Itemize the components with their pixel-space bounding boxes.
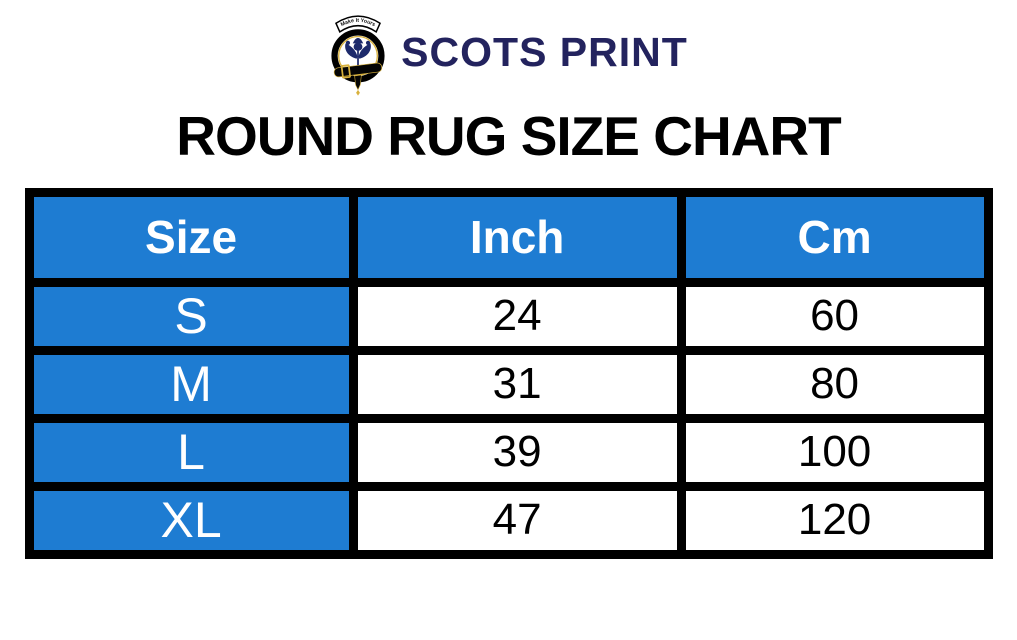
column-header-inch: Inch xyxy=(348,187,686,287)
size-cell: L xyxy=(24,413,358,491)
crest-strap-tip xyxy=(356,89,361,96)
size-cell: XL xyxy=(24,481,358,559)
table-row: XL 47 120 xyxy=(24,481,993,559)
brand-name: SCOTS PRINT xyxy=(401,28,688,75)
thistle-icon xyxy=(345,37,372,67)
cm-cell: 80 xyxy=(676,345,993,423)
cm-cell: 100 xyxy=(676,413,993,491)
cm-cell: 120 xyxy=(676,481,993,559)
thistle-crest-icon: Make It Yours xyxy=(331,15,385,96)
table-row: L 39 100 xyxy=(24,413,993,491)
page-title: ROUND RUG SIZE CHART xyxy=(176,105,841,167)
size-cell: S xyxy=(24,277,358,355)
size-cell: M xyxy=(24,345,358,423)
inch-cell: 24 xyxy=(348,277,686,355)
crest-motto: Make It Yours xyxy=(340,18,376,28)
crest-banner xyxy=(335,15,382,34)
inch-cell: 31 xyxy=(348,345,686,423)
header-row: Size Inch Cm xyxy=(24,187,993,287)
brand-logo: Make It Yours SCOTS PRINT xyxy=(0,0,1017,96)
cm-cell: 60 xyxy=(676,277,993,355)
crest-strap-tail xyxy=(354,74,362,91)
table-row: M 31 80 xyxy=(24,345,993,423)
inch-cell: 47 xyxy=(348,481,686,559)
column-header-cm: Cm xyxy=(676,187,993,287)
inch-cell: 39 xyxy=(348,413,686,491)
crest-belt xyxy=(333,62,383,79)
crest-buckle xyxy=(340,64,352,79)
table-row: S 24 60 xyxy=(24,277,993,355)
column-header-size: Size xyxy=(24,187,358,287)
size-chart-table: Size Inch Cm S 24 60 M 31 80 L 39 100 XL… xyxy=(24,187,993,559)
